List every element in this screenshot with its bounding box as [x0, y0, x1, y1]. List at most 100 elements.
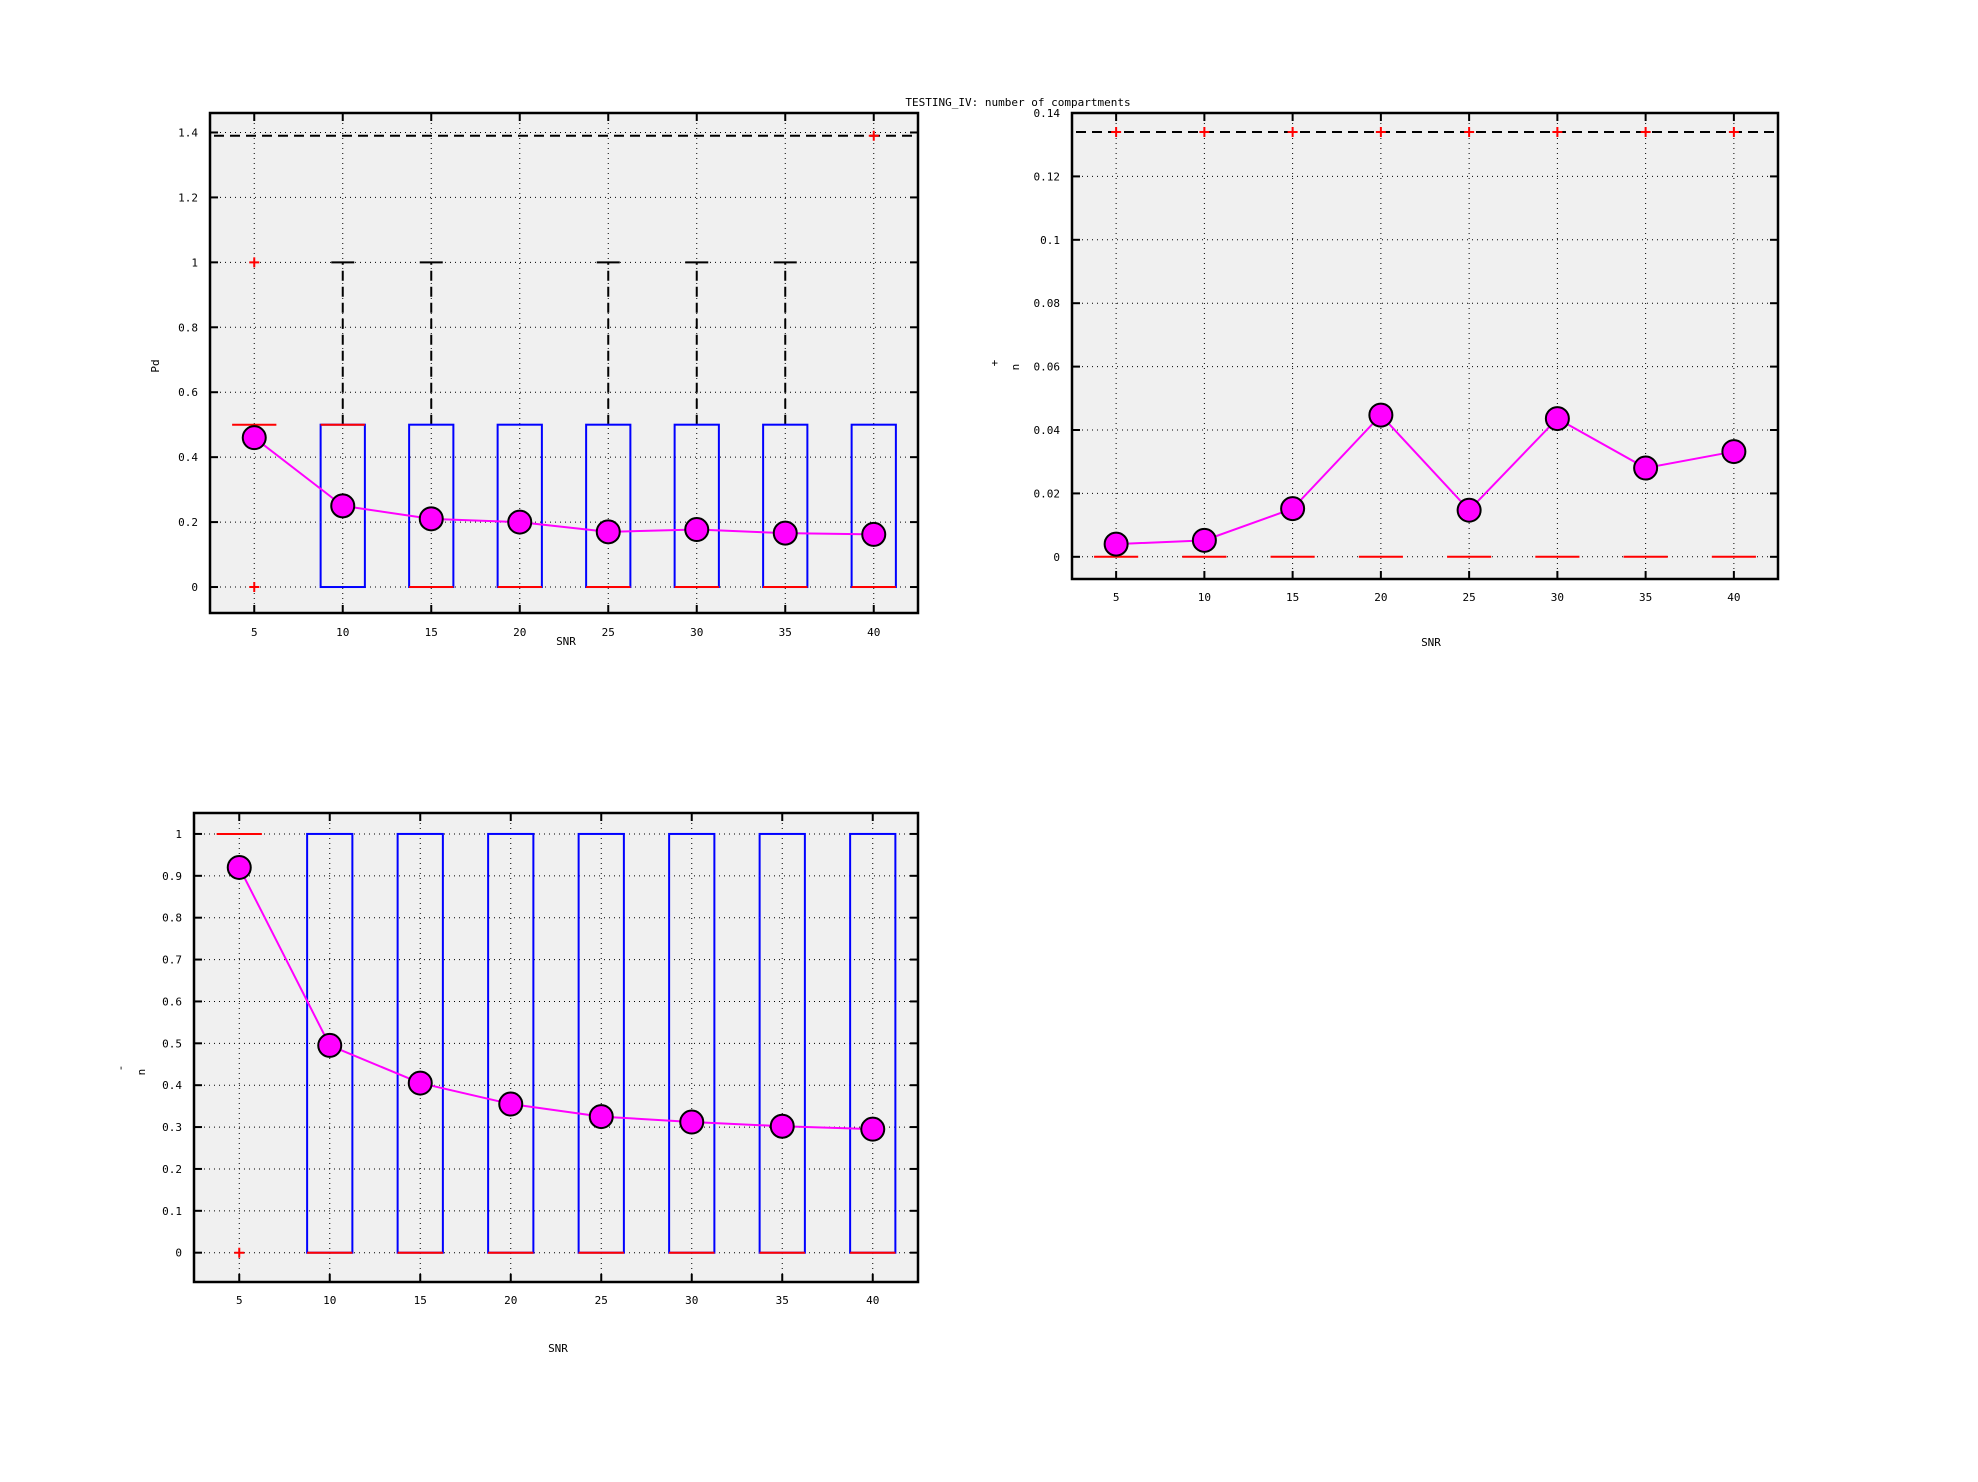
x-tick-label: 25 — [595, 1294, 608, 1307]
x-tick-label: 20 — [1374, 591, 1387, 604]
y-tick-label: 0.04 — [1034, 424, 1061, 437]
mean-line — [1116, 413, 1735, 546]
x-tick-label: 35 — [776, 1294, 789, 1307]
y-tick-label: 1.4 — [178, 126, 198, 139]
y-tick-label: 0.4 — [178, 451, 198, 464]
x-tick-label: 30 — [1551, 591, 1564, 604]
x-tick-label: 35 — [1639, 591, 1652, 604]
mean-point — [861, 521, 887, 547]
outlier-marker — [868, 130, 879, 141]
mean-point — [1721, 439, 1747, 465]
mean-point — [418, 506, 444, 532]
x-tick-label: 5 — [1113, 591, 1120, 604]
plot-area — [1072, 113, 1778, 579]
x-tick-label: 20 — [513, 626, 526, 639]
x-tick-label: 35 — [779, 626, 792, 639]
y-axis-label-mark: + — [988, 359, 1001, 366]
mean-point — [1280, 496, 1306, 522]
x-tick-label: 5 — [251, 626, 258, 639]
mean-point — [595, 519, 621, 545]
y-tick-label: 0.1 — [162, 1205, 182, 1218]
outlier-marker — [1464, 127, 1475, 138]
mean-point — [407, 1070, 433, 1096]
mean-point — [226, 854, 252, 880]
y-tick-label: 0.12 — [1034, 170, 1061, 183]
x-tick-label: 10 — [323, 1294, 336, 1307]
y-axis-label: n — [1009, 364, 1022, 371]
chart-pd: 0 0.2 0.4 0.6 0.8 1 1.2 1.4 5 10 15 20 25 30 35 40 — [178, 111, 920, 639]
mean-point — [1633, 455, 1659, 481]
plot-frame — [192, 811, 920, 1284]
y-tick-label: 0.02 — [1034, 487, 1061, 500]
y-tick-label: 0 — [1053, 551, 1060, 564]
y-tick-label: 0.4 — [162, 1079, 182, 1092]
y-tick-label: 0.2 — [178, 516, 198, 529]
x-tick-label: 30 — [690, 626, 703, 639]
mean-point — [1368, 402, 1394, 428]
outlier-marker — [249, 257, 260, 268]
outlier-marker — [249, 582, 260, 593]
y-tick-label: 0 — [191, 581, 198, 594]
x-tick-label: 15 — [425, 626, 438, 639]
x-tick-label: 10 — [336, 626, 349, 639]
y-tick-label: 0.1 — [1040, 234, 1060, 247]
outlier-marker — [1728, 127, 1739, 138]
y-tick-label: 0.7 — [162, 954, 182, 967]
outlier-marker — [234, 1247, 245, 1258]
chart-n-plus: 0 0.02 0.04 0.06 0.08 0.1 0.12 0.14 5 10 15 20 25 30 3… — [1034, 107, 1780, 604]
x-tick-label: 15 — [414, 1294, 427, 1307]
mean-point — [1103, 531, 1129, 557]
x-tick-label: 25 — [602, 626, 615, 639]
mean-point — [769, 1113, 795, 1139]
mean-point — [498, 1091, 524, 1117]
outlier-marker — [1199, 127, 1210, 138]
outlier-marker — [1111, 127, 1122, 138]
x-axis-label: SNR — [556, 635, 576, 648]
y-tick-label: 0.06 — [1034, 361, 1061, 374]
chart-n-minus: 00.10.20.30.40.50.60.70.80.915 10 15 20 25 30… — [162, 811, 920, 1307]
x-tick-label: 40 — [867, 626, 880, 639]
y-tick-label: 0 — [175, 1247, 182, 1260]
mean-point — [330, 493, 356, 519]
x-tick-label: 40 — [866, 1294, 879, 1307]
plot-frame — [1070, 111, 1780, 581]
y-tick-label: 0.3 — [162, 1121, 182, 1134]
x-axis-label: SNR — [1421, 636, 1441, 649]
mean-point — [241, 425, 267, 451]
x-axis-label: SNR — [548, 1342, 568, 1355]
x-tick-label: 40 — [1727, 591, 1740, 604]
y-axis-label: Pd — [149, 359, 162, 372]
x-tick-label: 5 — [236, 1294, 243, 1307]
y-tick-label: 0.6 — [178, 386, 198, 399]
outlier-marker — [1287, 127, 1298, 138]
mean-line — [253, 436, 874, 536]
plot-area — [194, 813, 918, 1282]
y-tick-label: 0.8 — [162, 912, 182, 925]
mean-point — [1191, 527, 1217, 553]
y-tick-label: 0.6 — [162, 995, 182, 1008]
outlier-marker — [1552, 127, 1563, 138]
mean-point — [684, 517, 710, 543]
figure-title: TESTING_IV: number of compartments — [905, 96, 1130, 109]
mean-point — [1456, 497, 1482, 523]
y-axis-label-mark: - — [114, 1065, 127, 1072]
mean-line — [238, 866, 873, 1131]
y-tick-label: 0.9 — [162, 870, 182, 883]
x-tick-label: 10 — [1198, 591, 1211, 604]
mean-point — [860, 1116, 886, 1142]
y-tick-label: 0.8 — [178, 321, 198, 334]
mean-point — [679, 1109, 705, 1135]
mean-point — [507, 509, 533, 535]
y-tick-label: 1.2 — [178, 191, 198, 204]
y-tick-label: 0.2 — [162, 1163, 182, 1176]
mean-point — [317, 1032, 343, 1058]
y-tick-label: 1 — [175, 828, 182, 841]
y-tick-label: 0.14 — [1034, 107, 1061, 120]
y-tick-label: 1 — [191, 256, 198, 269]
mean-point — [588, 1104, 614, 1130]
mean-point — [772, 520, 798, 546]
x-tick-label: 30 — [685, 1294, 698, 1307]
y-tick-label: 0.5 — [162, 1037, 182, 1050]
outlier-marker — [1375, 127, 1386, 138]
